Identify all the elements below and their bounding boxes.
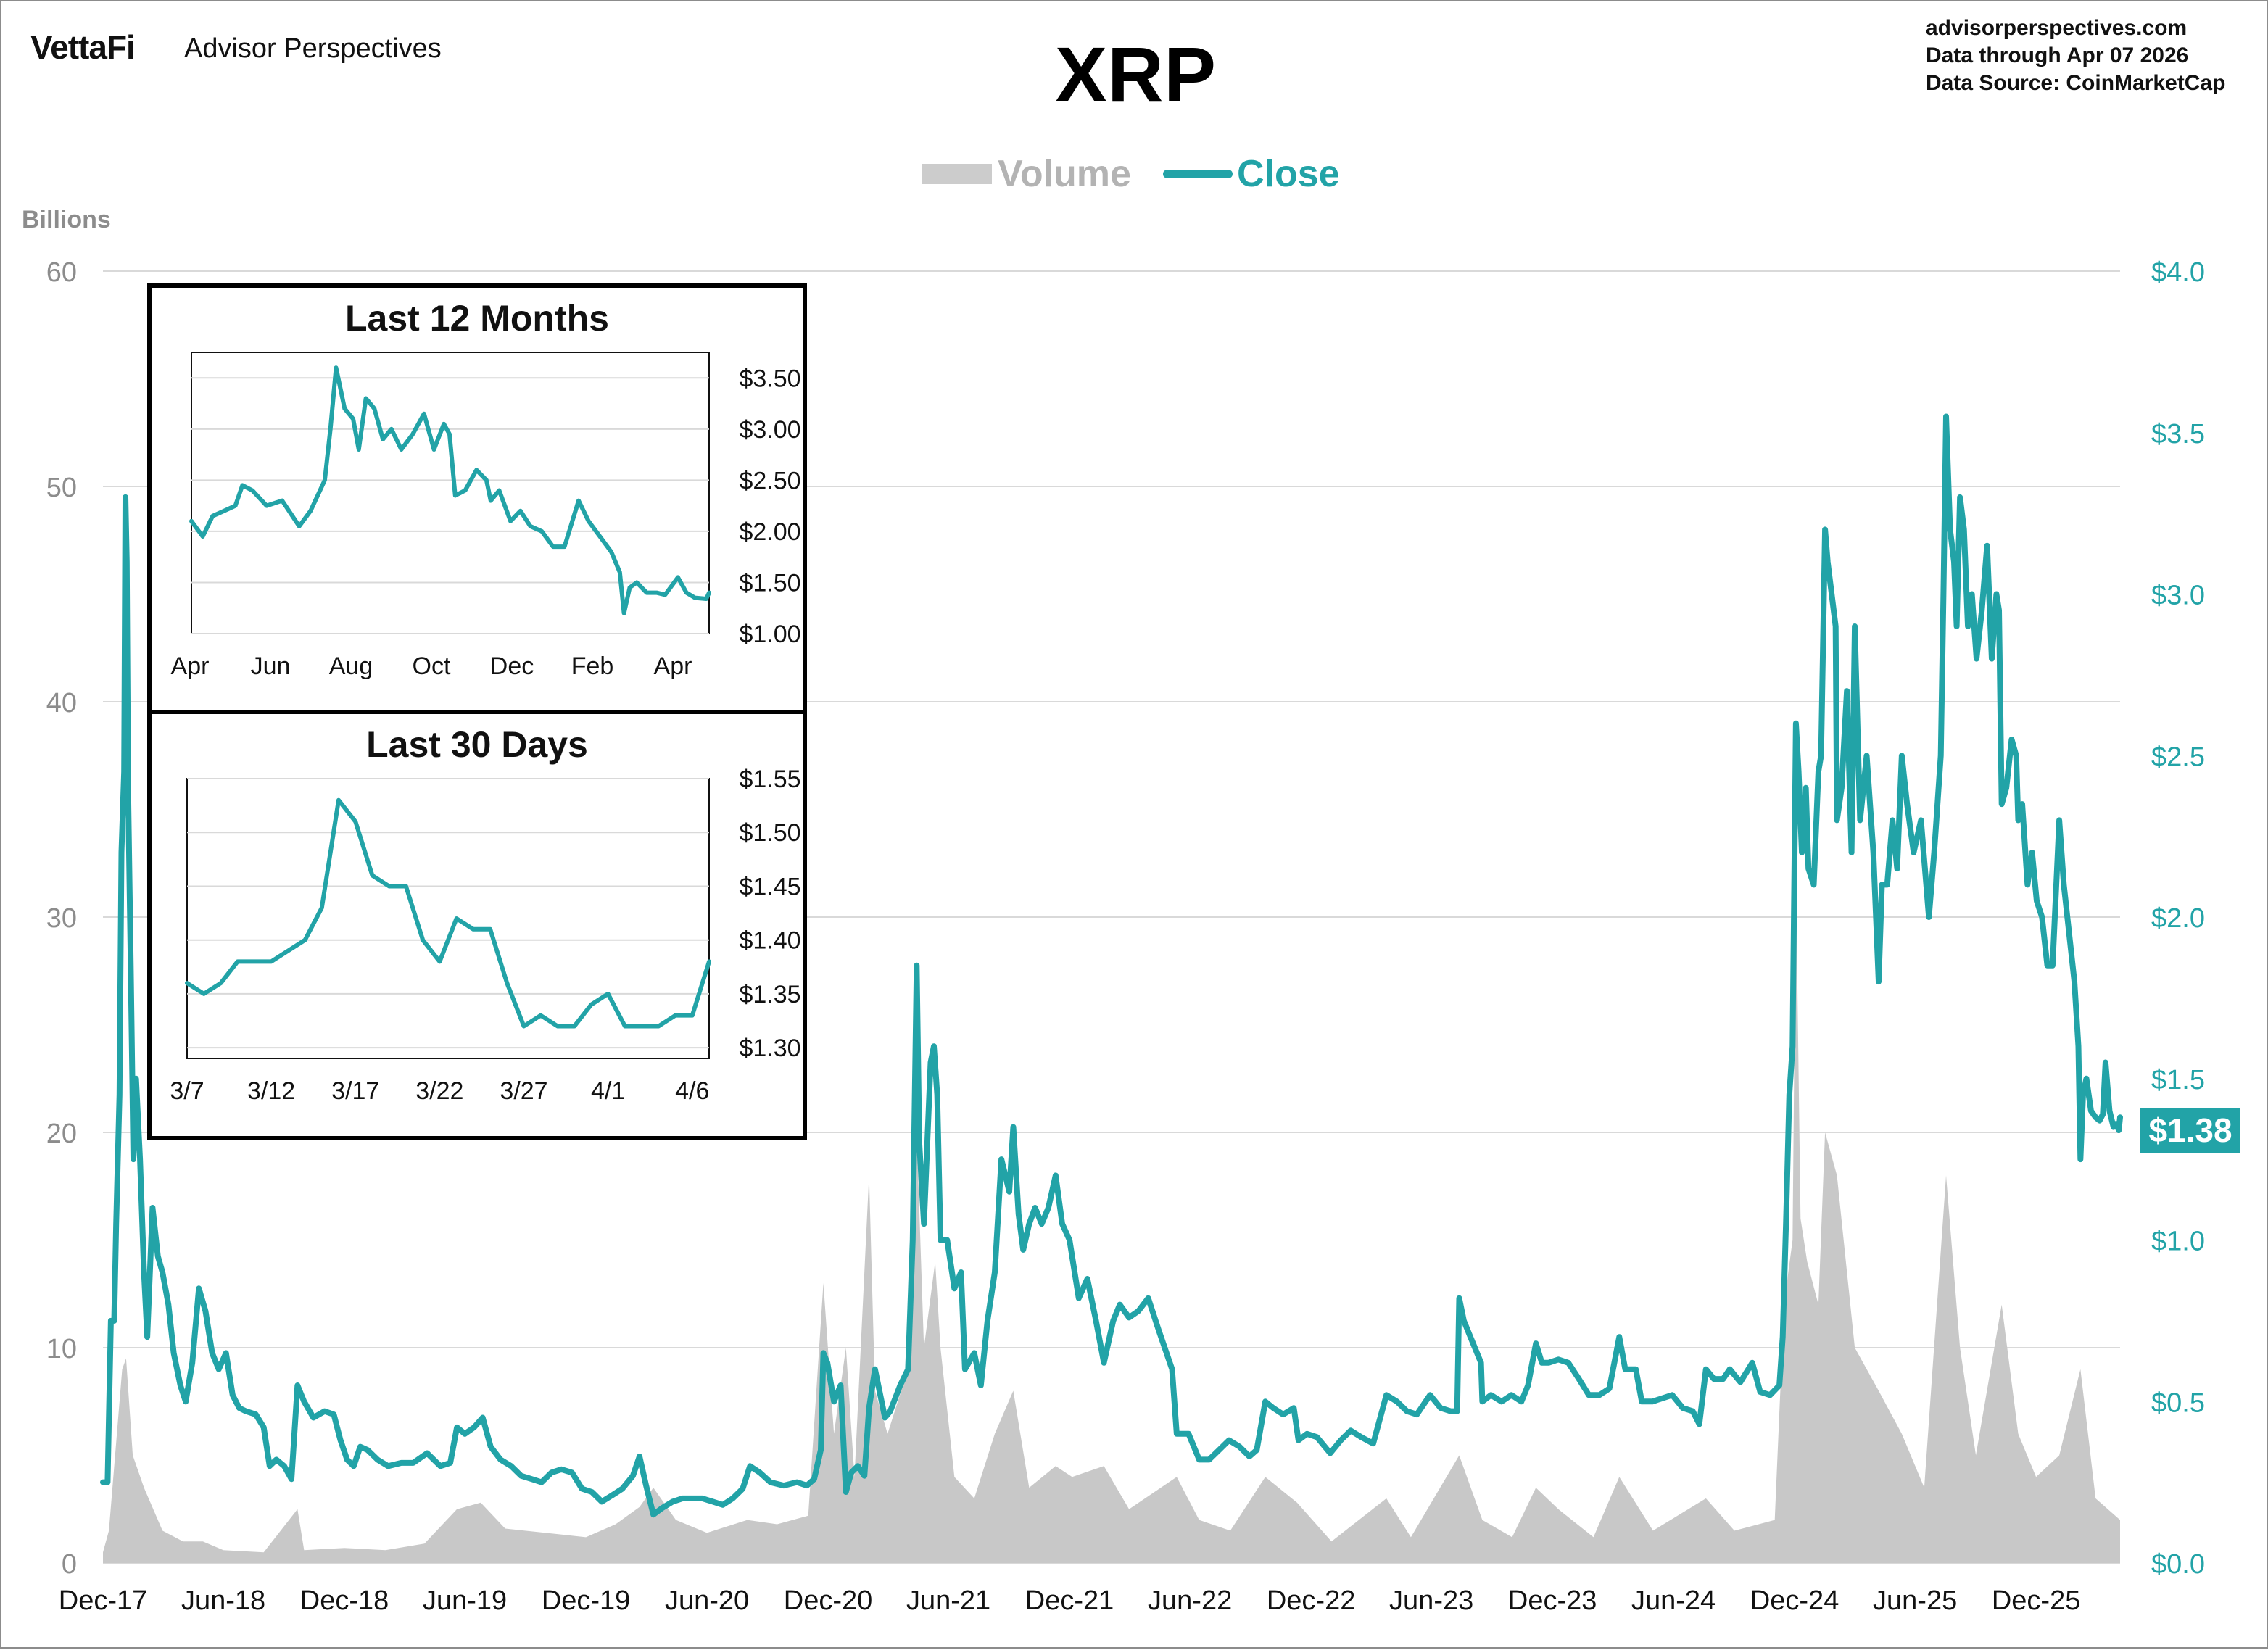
inset-frame [147, 283, 807, 714]
y-left-tick-label: 30 [46, 903, 77, 934]
inset-frame [147, 710, 807, 1140]
inset-x-tick-label: 3/27 [500, 1077, 547, 1105]
y-right-tick-label: $1.5 [2151, 1065, 2205, 1095]
x-tick-label: Jun-25 [1873, 1585, 1957, 1616]
x-tick-label: Jun-23 [1389, 1585, 1473, 1616]
inset-close-line [189, 365, 711, 615]
inset-x-tick-label: 3/12 [247, 1077, 295, 1105]
x-tick-label: Jun-22 [1148, 1585, 1232, 1616]
source-line-provider: Data Source: CoinMarketCap [1926, 71, 2226, 95]
y-left-tick-label: 60 [46, 257, 77, 288]
legend-close-label: Close [1236, 153, 1340, 195]
inset-y-tick-label: $3.00 [739, 416, 800, 444]
x-tick-label: Jun-24 [1631, 1585, 1716, 1616]
y-left-tick-label: 0 [62, 1549, 77, 1580]
x-tick-label: Dec-18 [300, 1585, 389, 1616]
inset-x-tick-label: 3/22 [415, 1077, 463, 1105]
x-tick-label: Jun-18 [181, 1585, 265, 1616]
y-axis-label-left: Billions [22, 206, 111, 233]
inset-y-tick-label: $2.00 [739, 518, 800, 546]
brand-subtitle: Advisor Perspectives [184, 33, 442, 64]
y-right-tick-label: $1.0 [2151, 1227, 2205, 1257]
y-right-tick-label: $3.5 [2151, 419, 2205, 449]
inset-y-tick-label: $1.35 [739, 981, 800, 1008]
y-right-tick-label: $2.5 [2151, 742, 2205, 772]
inset-y-tick-label: $1.50 [739, 819, 800, 847]
inset-y-tick-label: $1.45 [739, 873, 800, 900]
legend-volume-swatch [922, 164, 992, 184]
inset-x-tick-label: Jun [251, 652, 291, 680]
y-left-tick-label: 20 [46, 1119, 77, 1149]
inset-title: Last 30 Days [366, 724, 588, 765]
x-tick-label: Dec-21 [1025, 1585, 1114, 1616]
inset-y-tick-label: $1.50 [739, 569, 800, 597]
inset-last-30-days: Last 30 Days $1.30 $1.35 $1.40 $1.45 $1.50 $1.… [147, 710, 807, 1140]
inset-y-tick-label: $3.50 [739, 365, 800, 392]
y-right-tick-label: $0.0 [2151, 1549, 2205, 1580]
inset-x-tick-label: 3/7 [170, 1077, 204, 1105]
x-tick-label: Dec-20 [784, 1585, 873, 1616]
inset-y-tick-label: $1.40 [739, 927, 800, 955]
inset-x-tick-label: Dec [490, 652, 534, 680]
legend-close-swatch [1162, 170, 1233, 178]
source-block: advisorperspectives.com Data through Apr… [1926, 14, 2230, 97]
source-line-date: Data through Apr 07 2026 [1926, 43, 2189, 67]
chart-title: XRP [1054, 30, 1217, 118]
x-tick-label: Dec-25 [1992, 1585, 2081, 1616]
inset-y-tick-label: $1.55 [739, 766, 800, 793]
x-tick-label: Dec-23 [1508, 1585, 1597, 1616]
legend: Volume Close [922, 152, 1340, 196]
inset-y-tick-label: $1.00 [739, 621, 800, 648]
inset-x-tick-label: Apr [654, 652, 692, 680]
inset-x-tick-label: Feb [571, 652, 614, 680]
y-left-tick-label: 10 [46, 1334, 77, 1364]
inset-x-tick-label: 3/17 [331, 1077, 379, 1105]
y-right-tick-label: $0.5 [2151, 1388, 2205, 1418]
x-tick-label: Jun-20 [665, 1585, 749, 1616]
inset-x-tick-label: Oct [413, 652, 451, 680]
inset-y-tick-label: $2.50 [739, 467, 800, 494]
inset-last-12-months: Last 12 Months $1.00 $1.50 $2.00 $2.50 $3.00 $… [147, 283, 807, 714]
y-right-tick-label: $3.0 [2151, 581, 2205, 611]
legend-volume-label: Volume [998, 153, 1131, 195]
x-tick-label: Dec-24 [1750, 1585, 1839, 1616]
last-price-tag: $1.38 [2140, 1108, 2240, 1153]
brand-logo: VettaFi [30, 28, 136, 66]
y-left-tick-label: 50 [46, 473, 77, 503]
x-tick-label: Dec-17 [59, 1585, 148, 1616]
x-tick-label: Dec-22 [1267, 1585, 1356, 1616]
inset-x-tick-label: Apr [171, 652, 210, 680]
y-left-tick-label: 40 [46, 688, 77, 718]
x-tick-label: Jun-19 [423, 1585, 507, 1616]
inset-x-tick-label: 4/1 [591, 1077, 625, 1105]
inset-x-tick-label: 4/6 [675, 1077, 709, 1105]
x-tick-label: Dec-19 [542, 1585, 631, 1616]
inset-title: Last 12 Months [345, 298, 609, 339]
inset-y-tick-label: $1.30 [739, 1035, 800, 1062]
y-right-tick-label: $2.0 [2151, 903, 2205, 934]
inset-x-tick-label: Aug [329, 652, 373, 680]
x-tick-label: Jun-21 [906, 1585, 990, 1616]
source-line-site: advisorperspectives.com [1926, 16, 2188, 40]
inset-close-line [185, 797, 711, 1029]
y-right-tick-label: $4.0 [2151, 257, 2205, 288]
close-line [100, 413, 2123, 1518]
volume-area [103, 874, 2120, 1563]
